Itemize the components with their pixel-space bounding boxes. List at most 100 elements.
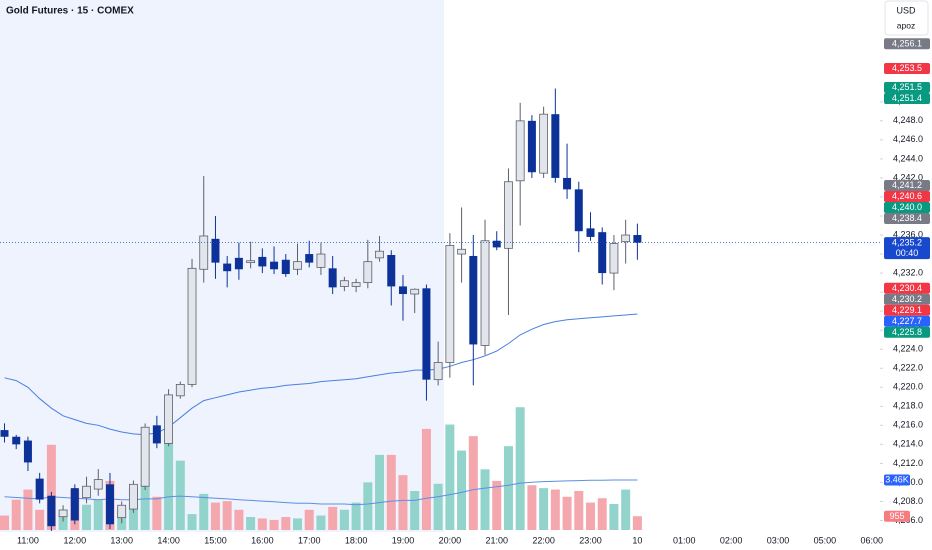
currency: USD xyxy=(896,5,916,15)
candle-body xyxy=(129,483,138,510)
volume-bar xyxy=(515,407,525,530)
candle-body xyxy=(0,430,9,437)
candle-body xyxy=(469,255,478,345)
volume-bar xyxy=(433,483,443,530)
volume-bar xyxy=(609,504,619,530)
candle-body xyxy=(281,259,290,275)
y-tick-label: 4,212.0 xyxy=(893,458,923,468)
price-tag xyxy=(884,38,930,50)
volume-bar xyxy=(457,450,467,530)
y-tick-label: 4,224.0 xyxy=(893,344,923,354)
candle-body xyxy=(328,268,337,288)
x-tick-label: 11:00 xyxy=(17,535,39,545)
y-tick-label: 4,208.0 xyxy=(893,496,923,506)
candle-body xyxy=(574,189,583,232)
volume-bar xyxy=(492,480,502,530)
x-tick-label: 06:00 xyxy=(861,535,884,545)
candle-body xyxy=(539,113,549,174)
candle-body xyxy=(211,238,220,263)
candle-body xyxy=(586,228,595,237)
x-tick-label: 02:00 xyxy=(720,535,743,545)
volume-bar xyxy=(632,516,642,530)
volume-tag xyxy=(884,474,910,486)
x-tick-label: 23:00 xyxy=(579,535,602,545)
volume-bar xyxy=(539,488,549,530)
volume-bar xyxy=(11,499,21,530)
candle-body xyxy=(398,286,407,295)
x-tick-label: 05:00 xyxy=(814,535,837,545)
candle-body xyxy=(515,120,525,182)
candle-body xyxy=(187,267,197,385)
x-tick-label: 18:00 xyxy=(345,535,368,545)
volume-bar xyxy=(269,519,279,530)
candle-body xyxy=(270,261,279,270)
candle-body xyxy=(305,254,314,263)
candle-body xyxy=(504,181,513,249)
candle-body xyxy=(35,478,44,500)
candle-body xyxy=(351,282,361,287)
currency-box[interactable] xyxy=(884,0,929,36)
x-tick-label: 13:00 xyxy=(110,535,133,545)
price-tag-label: 4,240.6 xyxy=(892,191,922,201)
volume-bar xyxy=(527,485,537,530)
volume-bar xyxy=(304,509,314,530)
volume-bar xyxy=(0,515,9,530)
price-tag-label: 4,251.5 xyxy=(892,82,922,92)
candle-body xyxy=(480,240,490,346)
volume-bar xyxy=(257,518,267,530)
candle-body xyxy=(234,257,243,270)
candle-body xyxy=(246,260,256,264)
volume-bar xyxy=(621,489,631,530)
volume-bar xyxy=(398,475,408,530)
y-tick-label: 4,244.0 xyxy=(893,153,923,163)
volume-bar xyxy=(375,454,385,530)
price-layer xyxy=(0,88,880,531)
volume-bar xyxy=(23,489,33,530)
volume-bar xyxy=(316,515,326,530)
candle-body xyxy=(23,440,32,463)
candle-body xyxy=(433,362,443,381)
candle-body xyxy=(70,488,79,521)
candle-body xyxy=(293,261,302,270)
volume-bar xyxy=(234,509,244,530)
volume-bar xyxy=(562,496,572,530)
volume-bar xyxy=(46,444,56,530)
price-tag xyxy=(884,213,930,225)
volume-bar xyxy=(246,517,256,530)
price-tag-label: 4,238.4 xyxy=(892,213,922,223)
volume-tag-label: 955 xyxy=(889,511,904,521)
candle-body xyxy=(152,425,161,444)
volume-bar xyxy=(503,446,513,530)
session-highlight xyxy=(0,0,444,532)
price-tag xyxy=(884,82,930,94)
volume-bar xyxy=(293,518,302,530)
candle-body xyxy=(58,509,68,518)
price-tag-label: 4,253.5 xyxy=(892,63,922,73)
y-tick-label: 4,214.0 xyxy=(893,439,923,449)
volume-tag xyxy=(884,510,910,522)
y-tick-label: 4,236.0 xyxy=(893,229,923,239)
price-tag-label: 4,229.1 xyxy=(892,305,922,315)
volume-bar xyxy=(222,501,232,530)
candle-body xyxy=(527,120,536,173)
candle-body xyxy=(410,288,420,295)
volume-bar xyxy=(281,517,291,530)
candle-body xyxy=(609,243,619,274)
candle-body xyxy=(363,261,373,284)
candle-body xyxy=(621,234,631,243)
volume-bar xyxy=(480,469,490,530)
x-tick-label: 03:00 xyxy=(767,535,790,545)
price-tag-label: 4,251.4 xyxy=(892,93,922,103)
candle-body xyxy=(223,263,232,272)
x-tick-label: 01:00 xyxy=(673,535,696,545)
price-tag xyxy=(884,315,930,327)
x-tick-label: 15:00 xyxy=(204,535,227,545)
candle-body xyxy=(598,232,607,274)
price-tag-label: 4,241.2 xyxy=(892,180,922,190)
candle-body xyxy=(339,280,349,287)
x-tick-label: 12:00 xyxy=(64,535,87,545)
volume-bar xyxy=(421,428,431,530)
candle-body xyxy=(199,235,209,270)
candle-body xyxy=(387,255,396,287)
price-tag xyxy=(884,191,930,203)
